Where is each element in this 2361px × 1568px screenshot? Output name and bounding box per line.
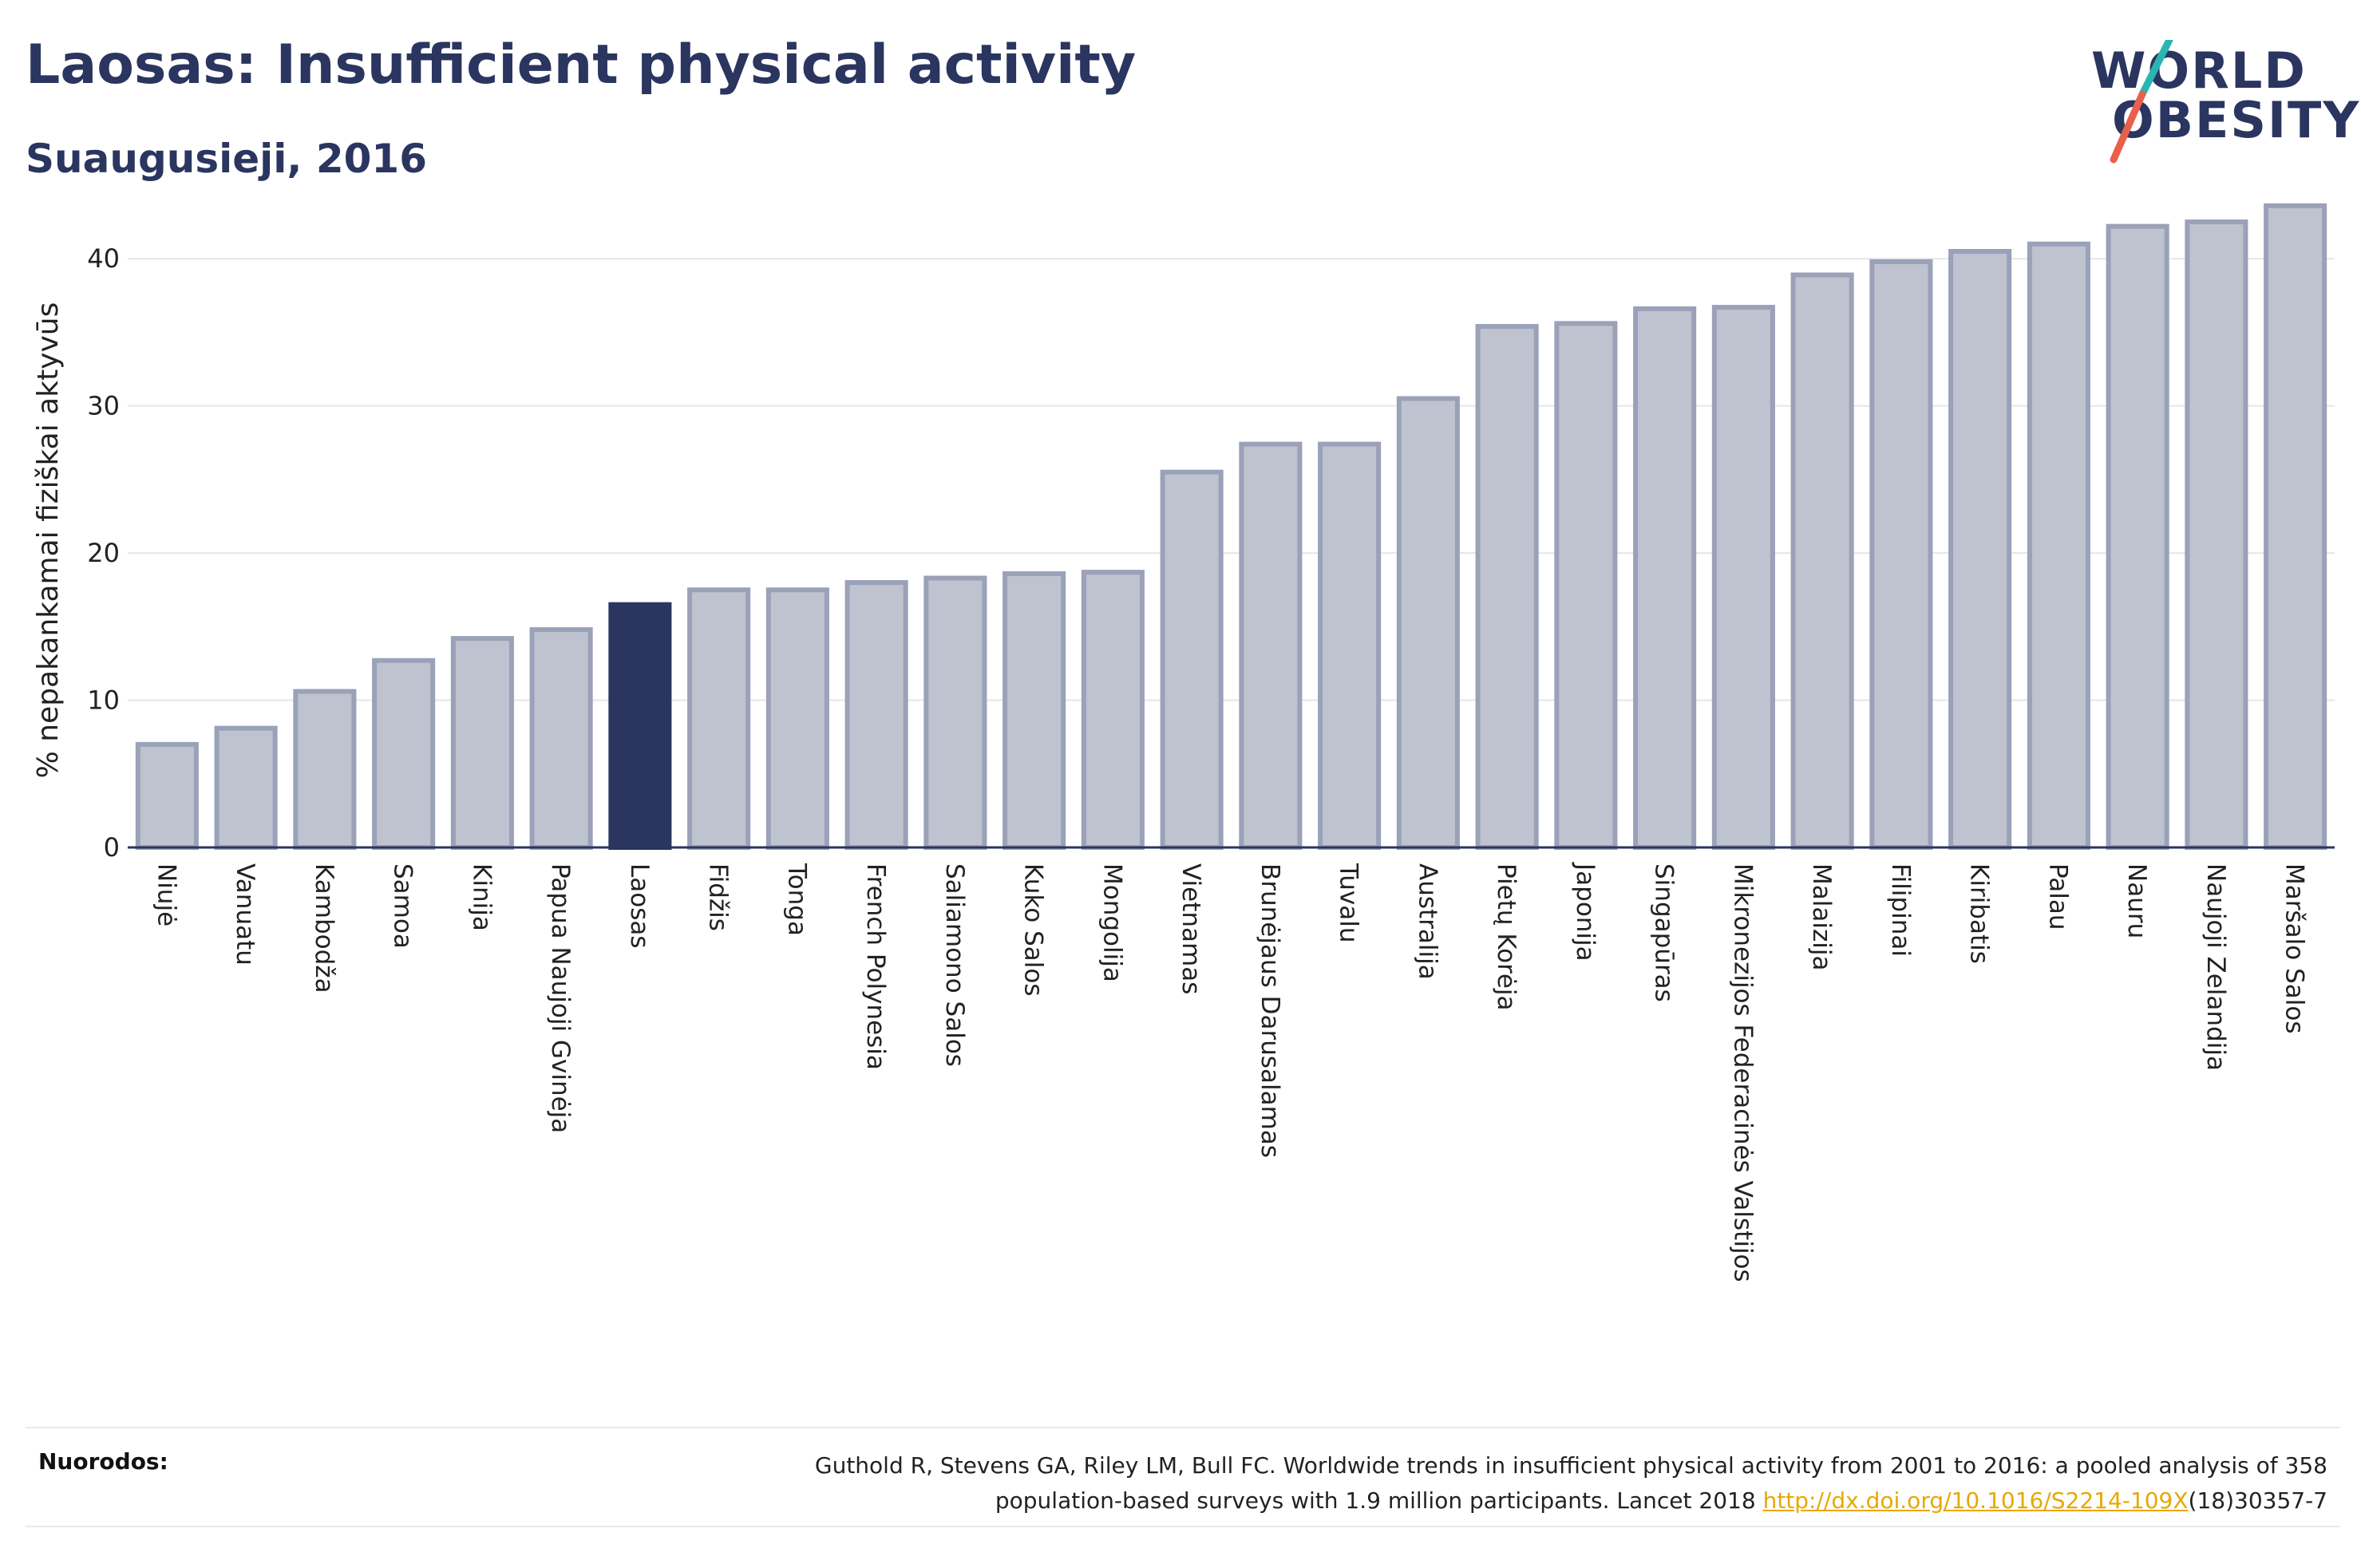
x-tick-label: Palau <box>2043 863 2072 930</box>
bar-19 <box>1633 306 1697 850</box>
bar-0 <box>135 741 199 851</box>
x-tick-label: Australija <box>1413 863 1442 980</box>
bar-16 <box>1396 396 1460 850</box>
x-tick-label: French Polynesia <box>861 863 890 1070</box>
y-tick-label: 10 <box>87 685 120 716</box>
bar-18 <box>1554 321 1618 850</box>
x-tick-label: Niujė <box>152 863 180 926</box>
x-tick-label: Mikronezijos Federacinės Valstijos <box>1728 863 1757 1282</box>
x-tick-label: Tonga <box>782 863 811 936</box>
x-tick-label: Singapūras <box>1650 863 1679 1002</box>
bar-10 <box>923 575 987 850</box>
x-tick-label: Fidžis <box>704 863 733 931</box>
logo-line-1: WORLD <box>2091 41 2307 100</box>
x-tick-label: Vietnamas <box>1177 863 1205 994</box>
y-tick-label: 0 <box>104 832 120 863</box>
doi-link[interactable]: http://dx.doi.org/10.1016/S2214-109X <box>1762 1487 2189 1514</box>
world-obesity-logo: WORLD OBESITY <box>2083 40 2359 168</box>
x-tick-label: Vanuatu <box>231 863 259 966</box>
bar-4 <box>450 636 514 850</box>
bar-23 <box>1948 249 2012 850</box>
y-axis-ticks: 0 10 20 30 40 <box>87 243 120 863</box>
bar-5 <box>529 627 593 850</box>
bar-2 <box>293 689 357 850</box>
x-tick-label: Maršalo Salos <box>2280 863 2309 1033</box>
bar-8 <box>765 587 829 850</box>
x-tick-label: Kinija <box>467 863 496 931</box>
y-tick-label: 40 <box>87 243 120 274</box>
x-tick-label: Mongolija <box>1097 863 1126 982</box>
y-axis-label: % nepakankamai fiziškai aktyvūs <box>32 302 65 779</box>
x-tick-label: Saliamono Salos <box>940 863 969 1067</box>
bar-chart: 0 10 20 30 40 Niujė Vanuatu Kambodža Samoa Kinij… <box>32 203 2335 1282</box>
x-tick-label: Kuko Salos <box>1019 863 1048 997</box>
y-tick-label: 30 <box>87 391 120 421</box>
x-tick-label: Kambodža <box>310 863 338 993</box>
bar-17 <box>1475 324 1539 851</box>
bar-7 <box>687 587 751 850</box>
references-label: Nuorodos: <box>38 1448 168 1475</box>
chart-title: Laosas: Insufficient physical activity <box>26 34 1137 97</box>
x-tick-label: Malaizija <box>1807 863 1836 970</box>
x-tick-label: Naujoji Zelandija <box>2201 863 2230 1071</box>
x-tick-label: Papua Naujoji Gvinėja <box>546 863 575 1133</box>
bar-9 <box>844 580 908 850</box>
bar-24 <box>2027 241 2090 850</box>
bar-25 <box>2106 223 2169 850</box>
x-tick-label: Brunėjaus Darusalamas <box>1256 863 1284 1158</box>
x-axis-labels: Niujė Vanuatu Kambodža Samoa Kinija Papua Nau… <box>152 862 2308 1282</box>
x-tick-label: Japonija <box>1571 862 1600 962</box>
x-tick-label: Kiribatis <box>1965 863 1994 964</box>
footer-divider-top <box>26 1427 2340 1428</box>
reference-line-2: population-based surveys with 1.9 millio… <box>412 1483 2327 1519</box>
bar-26 <box>2185 219 2248 851</box>
bar-12 <box>1081 570 1145 850</box>
y-tick-label: 20 <box>87 538 120 568</box>
bars <box>135 203 2327 851</box>
logo-line-2: OBESITY <box>2112 91 2361 149</box>
x-tick-label: Samoa <box>389 863 417 949</box>
x-tick-label: Laosas <box>625 863 654 949</box>
bar-14 <box>1239 441 1303 850</box>
bar-6 <box>608 602 672 851</box>
bar-15 <box>1318 441 1382 850</box>
bar-21 <box>1790 272 1854 850</box>
footer-divider-bottom <box>26 1526 2340 1527</box>
x-tick-label: Pietų Korėja <box>1492 863 1521 1011</box>
reference-line-1: Guthold R, Stevens GA, Riley LM, Bull FC… <box>814 1452 2327 1479</box>
chart-subtitle: Suaugusieji, 2016 <box>26 136 427 182</box>
bar-20 <box>1711 305 1775 851</box>
x-tick-label: Nauru <box>2122 863 2151 938</box>
logo-slash-icon <box>2110 40 2173 164</box>
x-tick-label: Tuvalu <box>1335 863 1363 942</box>
reference-line-2-text: population-based surveys with 1.9 millio… <box>995 1487 1763 1514</box>
reference-line-2-suffix: (18)30357-7 <box>2188 1487 2327 1514</box>
bar-22 <box>1869 259 1933 850</box>
bar-13 <box>1160 469 1224 851</box>
bar-3 <box>372 658 436 850</box>
bar-11 <box>1003 571 1066 851</box>
bar-1 <box>214 725 278 850</box>
references-text: Guthold R, Stevens GA, Riley LM, Bull FC… <box>412 1448 2327 1519</box>
x-tick-label: Filipinai <box>1886 863 1915 957</box>
bar-27 <box>2264 203 2327 851</box>
